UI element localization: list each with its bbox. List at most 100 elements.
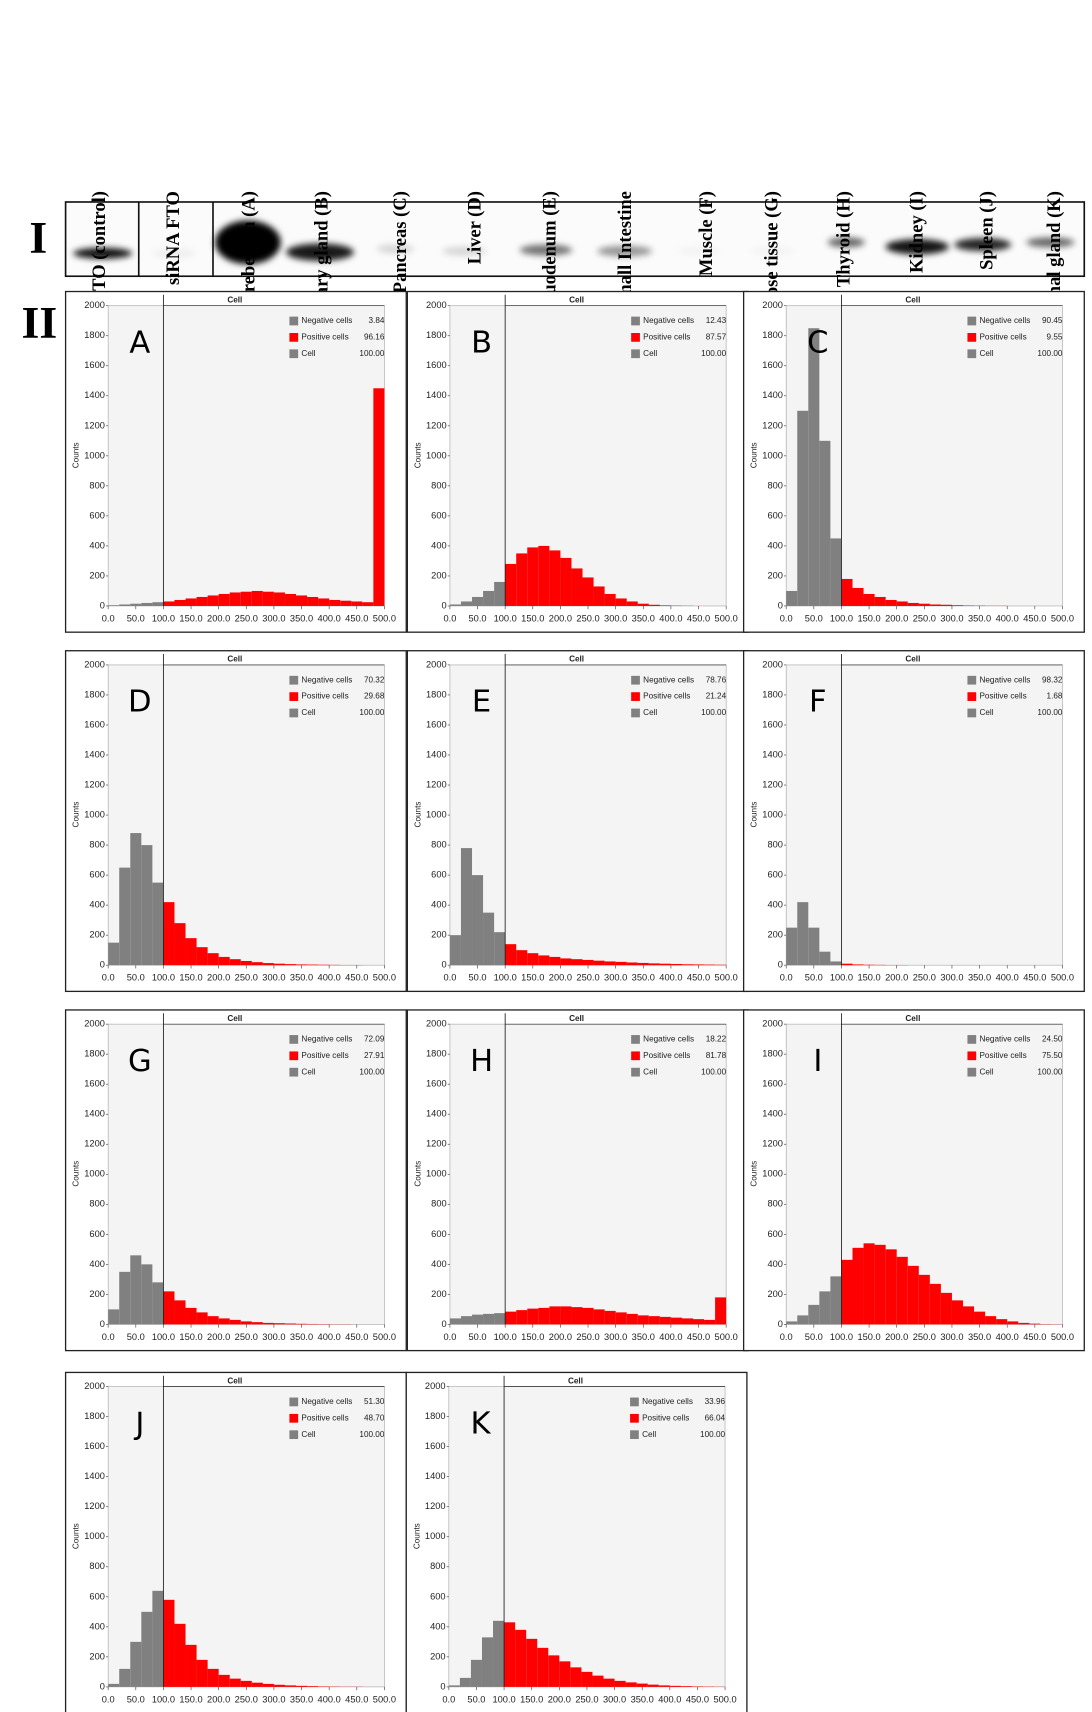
histogram-bar (594, 1309, 605, 1324)
histogram-bar (560, 1306, 571, 1324)
histogram-bar (472, 597, 483, 606)
histogram-panel: 02004006008001000120014001600180020000.0… (406, 1372, 747, 1712)
histogram-bar (638, 1315, 649, 1324)
x-tick-label: 0.0 (102, 973, 115, 983)
y-tick-label: 1600 (84, 719, 105, 729)
histogram-bar (174, 1300, 185, 1324)
x-tick-label: 400.0 (318, 973, 341, 983)
histogram-bar (1007, 1321, 1018, 1324)
legend-name: Negative cells (643, 1035, 694, 1044)
histogram-bar (897, 601, 908, 606)
x-tick-label: 250.0 (576, 614, 599, 624)
legend-swatch (630, 1398, 639, 1407)
x-tick-label: 0.0 (443, 614, 456, 624)
x-tick-label: 400.0 (318, 1694, 341, 1704)
y-tick-label: 800 (89, 480, 104, 490)
histogram-bar (952, 605, 963, 606)
gate-title: Cell (227, 655, 242, 664)
x-tick-label: 100.0 (152, 1332, 175, 1342)
x-tick-label: 500.0 (373, 973, 396, 983)
legend-swatch (289, 709, 298, 718)
y-tick-label: 600 (767, 870, 782, 880)
x-tick-label: 200.0 (207, 614, 230, 624)
x-tick-label: 300.0 (262, 614, 285, 624)
x-tick-label: 500.0 (715, 1332, 738, 1342)
x-tick-label: 100.0 (492, 1694, 515, 1704)
x-tick-label: 500.0 (1051, 1332, 1074, 1342)
y-tick-label: 400 (767, 1259, 782, 1269)
histogram-bar (483, 913, 494, 966)
x-tick-label: 200.0 (549, 1332, 572, 1342)
y-tick-label: 1800 (426, 330, 447, 340)
y-tick-label: 1400 (762, 390, 783, 400)
lane-label: Spleen (J) (976, 191, 997, 270)
legend-name: Positive cells (642, 1413, 689, 1422)
histogram-bar (660, 1317, 671, 1325)
histogram-bar (174, 600, 185, 606)
x-tick-label: 250.0 (576, 1332, 599, 1342)
x-tick-label: 200.0 (885, 1332, 908, 1342)
x-tick-label: 400.0 (318, 1332, 341, 1342)
y-tick-label: 1200 (762, 420, 783, 430)
x-tick-label: 300.0 (940, 1332, 963, 1342)
histogram-bar (362, 602, 373, 606)
legend-swatch (967, 349, 976, 358)
y-tick-label: 1800 (762, 330, 783, 340)
y-tick-label: 600 (431, 870, 446, 880)
x-tick-label: 50.0 (127, 973, 145, 983)
legend-value: 29.68 (364, 692, 385, 701)
histogram-panel: 02004006008001000120014001600180020000.0… (407, 651, 748, 992)
x-tick-label: 350.0 (632, 973, 655, 983)
legend-swatch (289, 317, 298, 326)
histogram-bar (505, 944, 516, 965)
histogram-bar (516, 1310, 527, 1324)
y-tick-label: 1600 (84, 1441, 105, 1451)
panel-letter: C (807, 325, 828, 360)
histogram-bar (638, 604, 649, 606)
x-tick-label: 50.0 (127, 1694, 145, 1704)
legend-value: 100.00 (701, 349, 726, 358)
x-tick-label: 50.0 (467, 1694, 485, 1704)
panel-letter: D (128, 685, 152, 720)
x-tick-label: 100.0 (830, 614, 853, 624)
y-axis-label: Counts (413, 802, 422, 828)
histogram-bar (241, 1681, 252, 1687)
histogram-bar (649, 963, 660, 965)
histogram-bar (941, 605, 952, 606)
histogram-bar (560, 958, 571, 965)
y-tick-label: 1400 (84, 1471, 105, 1481)
gate-title: Cell (905, 655, 920, 664)
y-tick-label: 1200 (426, 1139, 447, 1149)
y-tick-label: 2000 (84, 1019, 105, 1029)
histogram-bar (296, 595, 307, 606)
y-axis-label: Counts (412, 1523, 421, 1549)
histogram-bar (263, 1684, 274, 1687)
histogram-bar (841, 579, 852, 606)
y-axis-label: Counts (72, 1523, 81, 1549)
histogram-bar (163, 601, 174, 606)
x-tick-label: 150.0 (857, 973, 880, 983)
legend-value: 9.55 (1047, 333, 1063, 342)
histogram-bar (952, 1300, 963, 1324)
y-tick-label: 1400 (84, 1109, 105, 1119)
y-tick-label: 1600 (84, 1079, 105, 1089)
histogram-bar (897, 1257, 908, 1325)
legend-swatch (631, 1051, 640, 1060)
x-tick-label: 450.0 (1023, 614, 1046, 624)
histogram-bar (263, 1323, 274, 1325)
legend-name: Positive cells (643, 1051, 690, 1060)
y-tick-label: 200 (767, 570, 782, 580)
x-tick-label: 150.0 (179, 1694, 202, 1704)
legend-value: 100.00 (359, 1067, 384, 1076)
histogram-bar (307, 965, 318, 966)
histogram-bar (197, 1312, 208, 1324)
y-axis-label: Counts (72, 442, 81, 468)
histogram-bar (197, 947, 208, 965)
x-tick-label: 450.0 (1023, 973, 1046, 983)
x-tick-label: 300.0 (940, 973, 963, 983)
histogram-bar (483, 591, 494, 606)
y-tick-label: 2000 (84, 659, 105, 669)
gate-title: Cell (227, 295, 242, 304)
histogram-panel: 02004006008001000120014001600180020000.0… (744, 1010, 1085, 1351)
x-tick-label: 350.0 (968, 973, 991, 983)
